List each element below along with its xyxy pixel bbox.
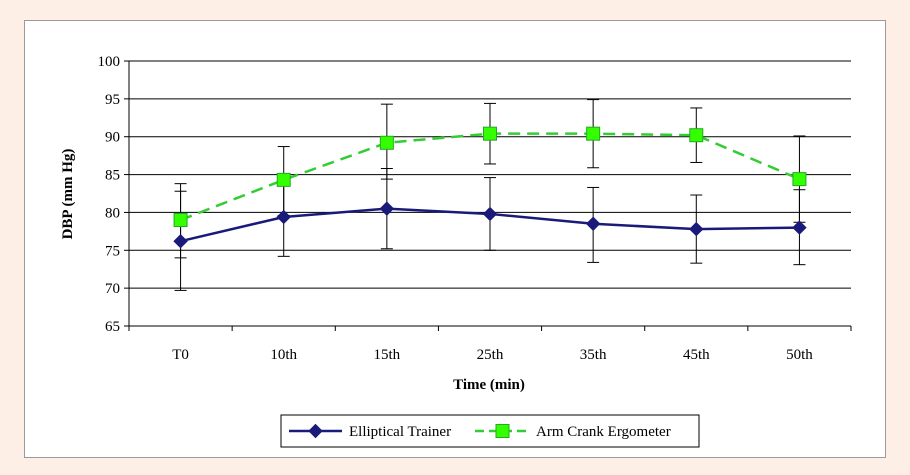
data-point xyxy=(276,209,291,225)
legend-label: Arm Crank Ergometer xyxy=(536,424,671,440)
legend-marker xyxy=(495,424,510,438)
data-point xyxy=(173,233,188,249)
y-tick-label: 80 xyxy=(105,205,120,221)
legend: Elliptical Trainer Arm Crank Ergometer xyxy=(280,414,700,448)
y-tick-label: 70 xyxy=(105,281,120,297)
legend-label: Elliptical Trainer xyxy=(349,424,451,440)
x-tick-label: T0 xyxy=(172,347,189,363)
data-point xyxy=(585,216,601,231)
y-tick-label: 100 xyxy=(98,54,121,70)
x-tick-label: 25th xyxy=(477,347,504,363)
data-point xyxy=(482,206,498,222)
chart-frame xyxy=(24,20,886,458)
x-tick-label: 45th xyxy=(683,347,710,363)
data-point xyxy=(792,220,807,235)
y-axis-title: DBP (mm Hg) xyxy=(60,149,76,240)
data-point xyxy=(173,213,188,227)
data-point xyxy=(689,128,704,143)
x-tick-label: 35th xyxy=(580,347,607,363)
x-tick-label: 50th xyxy=(786,347,813,363)
data-point xyxy=(379,135,394,150)
data-point xyxy=(483,126,497,141)
data-point xyxy=(792,172,807,187)
x-tick-label: 10th xyxy=(270,347,297,363)
x-tick-label: 15th xyxy=(374,347,401,363)
data-point xyxy=(586,126,601,141)
data-point xyxy=(379,201,395,216)
legend-marker xyxy=(308,423,323,439)
y-tick-label: 65 xyxy=(105,319,120,335)
y-tick-label: 75 xyxy=(105,243,120,259)
y-tick-label: 90 xyxy=(105,130,120,146)
y-tick-label: 95 xyxy=(105,92,120,108)
y-tick-label: 85 xyxy=(105,168,120,184)
x-axis-title: Time (min) xyxy=(453,377,525,393)
data-point xyxy=(689,221,704,237)
data-point xyxy=(276,172,291,187)
